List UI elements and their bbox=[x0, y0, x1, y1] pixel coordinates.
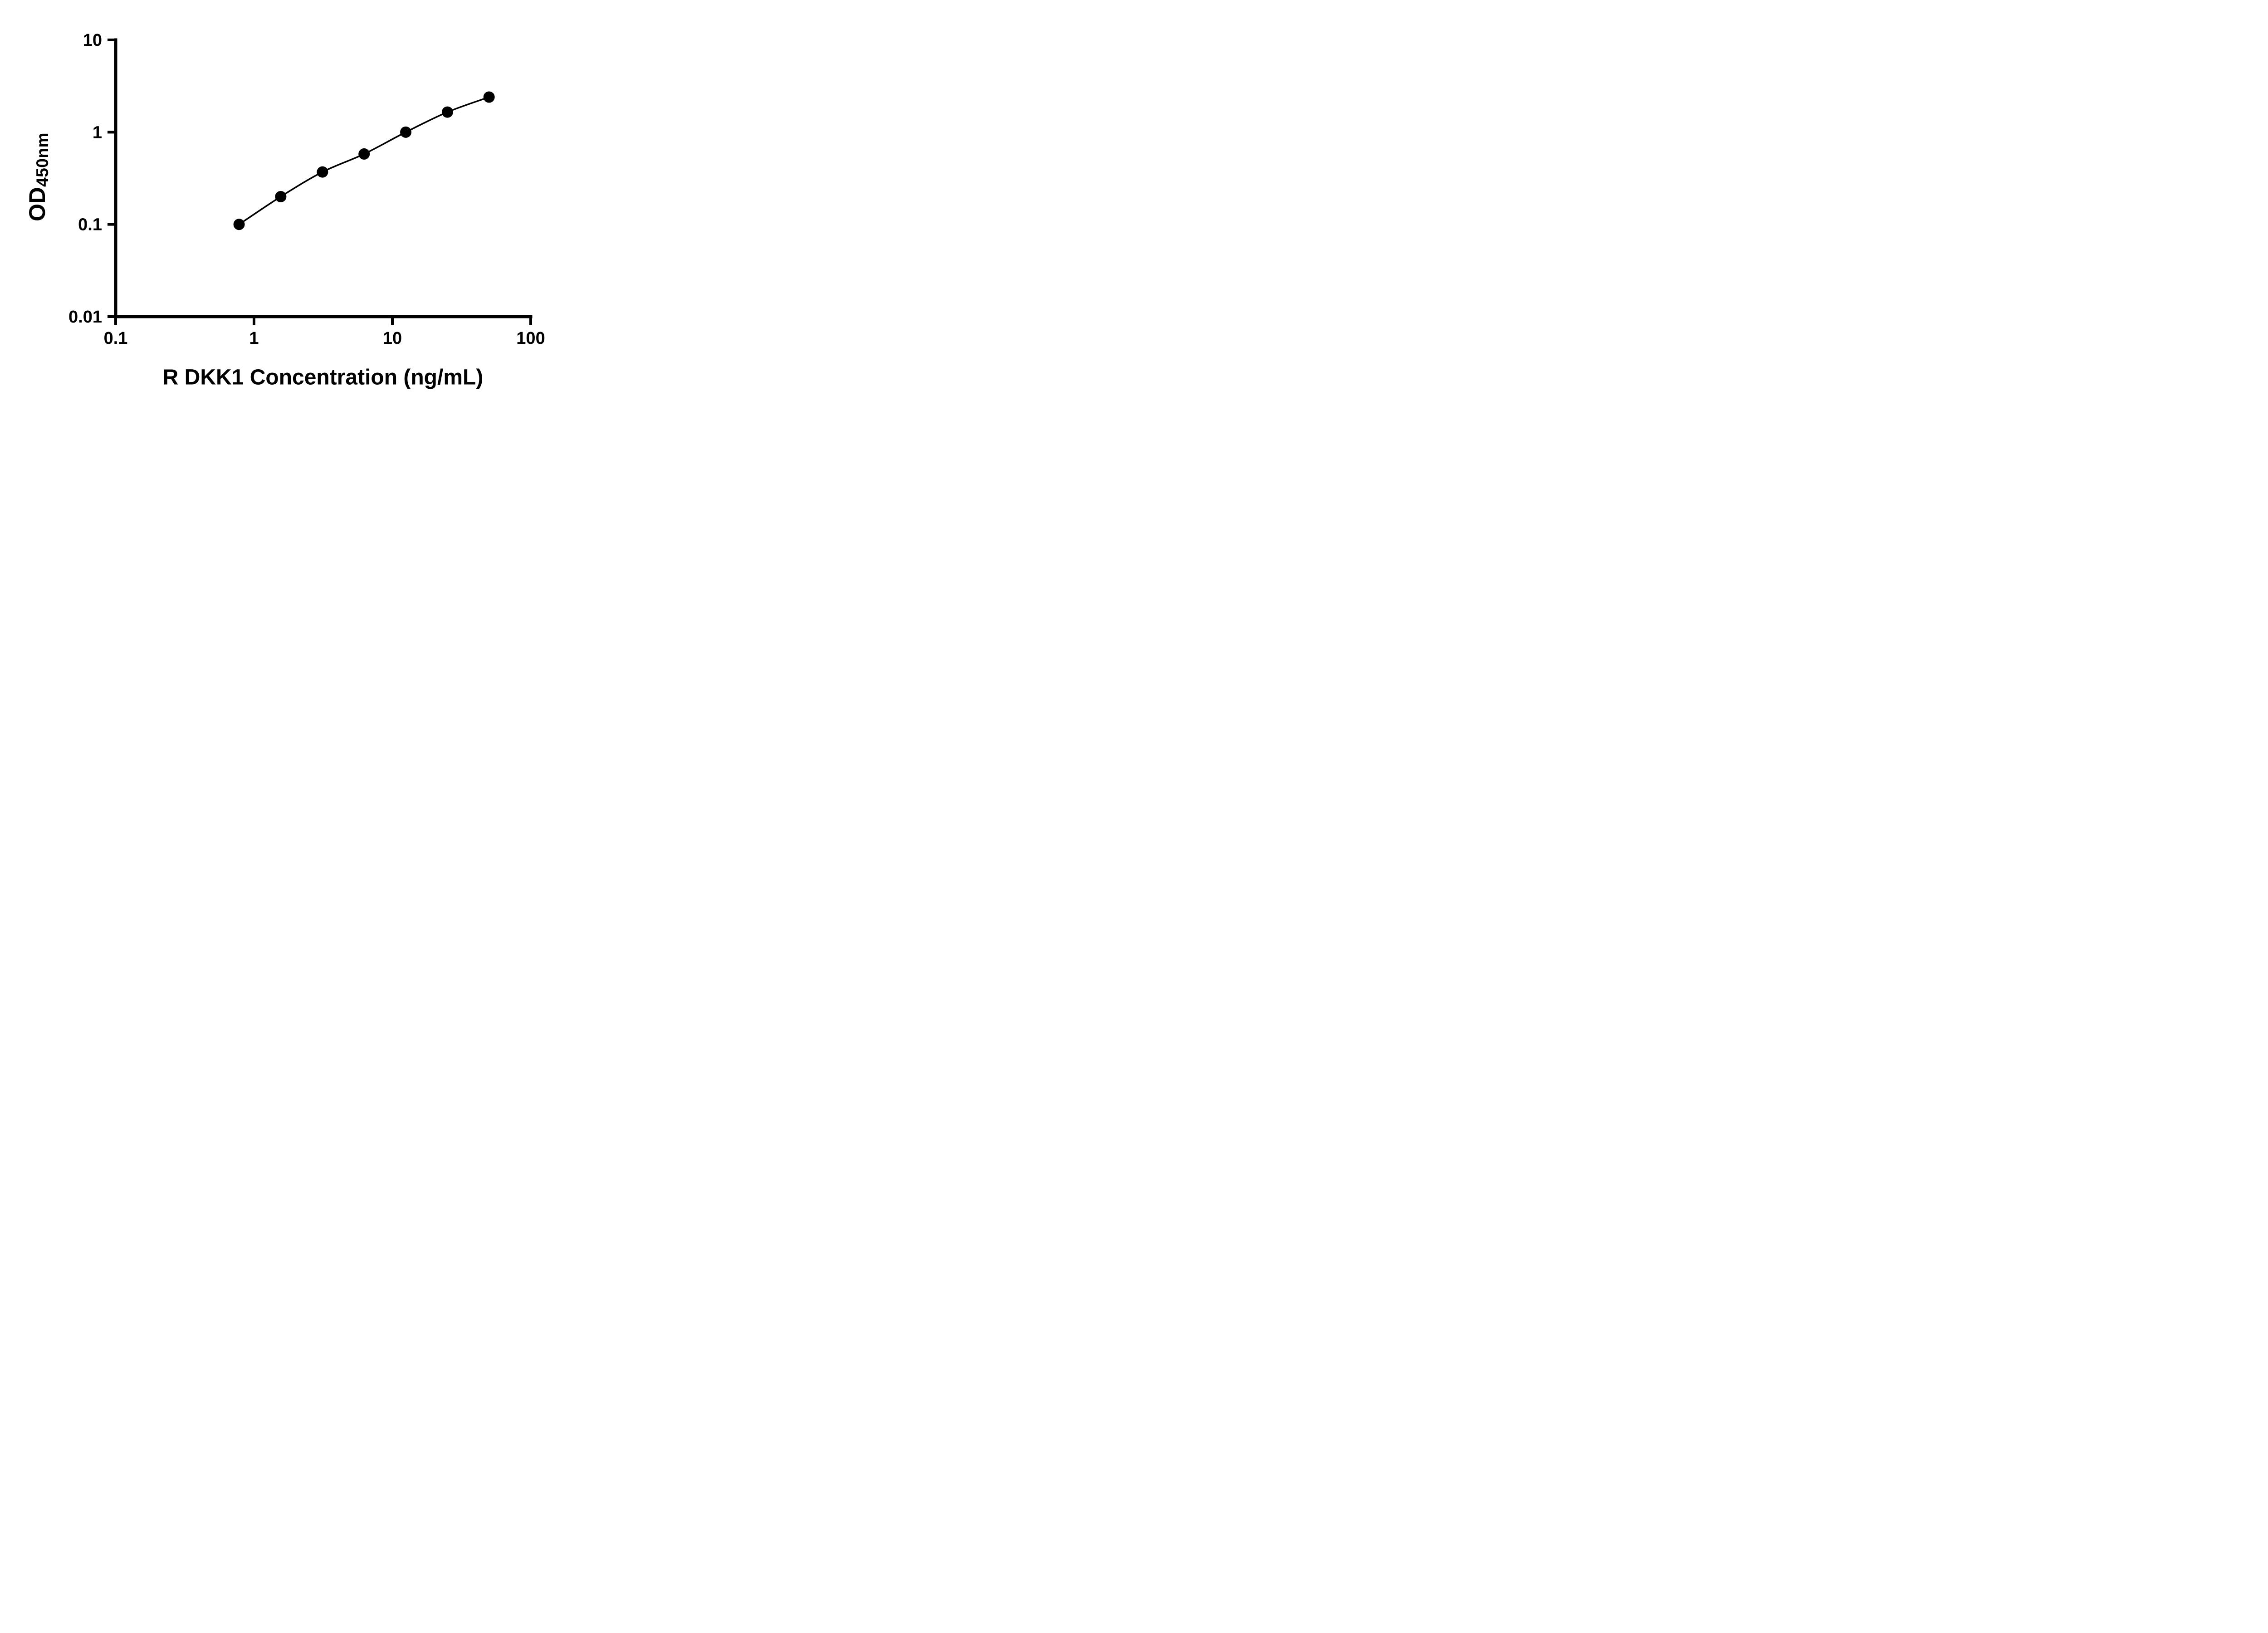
y-axis-title-main: OD bbox=[24, 186, 50, 221]
data-point bbox=[275, 191, 287, 202]
data-point bbox=[358, 148, 370, 160]
x-tick-label: 0.1 bbox=[104, 329, 128, 348]
curve-line bbox=[239, 96, 489, 225]
x-tick-label: 100 bbox=[516, 329, 545, 348]
y-axis-title: OD450nm bbox=[24, 132, 52, 221]
x-axis-title: R DKK1 Concentration (ng/mL) bbox=[162, 365, 484, 390]
y-axis-title-subscript: 450nm bbox=[33, 132, 52, 187]
y-tick-label: 0.1 bbox=[78, 215, 102, 235]
data-point bbox=[317, 166, 328, 178]
elisa-standard-curve-figure: 0.1 1 10 100 0.01 0.1 1 10 OD450nm R DKK1 Conce… bbox=[0, 0, 583, 408]
y-tick-label: 1 bbox=[93, 123, 102, 142]
x-tick-label: 1 bbox=[249, 329, 259, 348]
data-point bbox=[400, 126, 412, 138]
data-point bbox=[441, 106, 453, 118]
axis-frame bbox=[114, 38, 533, 318]
y-tick-label: 10 bbox=[83, 31, 102, 50]
y-tick-label: 0.01 bbox=[68, 308, 102, 327]
data-point bbox=[233, 219, 245, 230]
x-tick-label: 10 bbox=[383, 329, 402, 348]
data-point bbox=[483, 91, 495, 103]
